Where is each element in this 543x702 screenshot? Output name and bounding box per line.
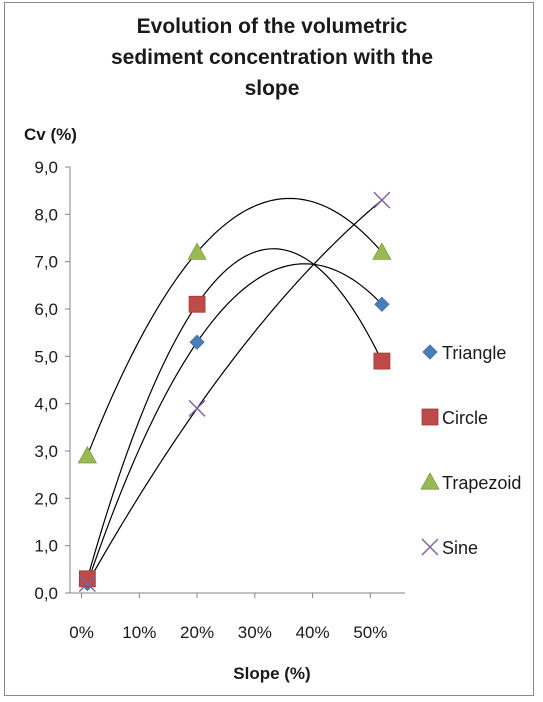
- legend-marker-trapezoid: [420, 472, 440, 490]
- chart-title-line: slope: [245, 77, 300, 100]
- chart-title-line: Evolution of the volumetric: [137, 15, 408, 38]
- trendline-triangle: [86, 263, 383, 584]
- x-tick-label: 50%: [353, 623, 387, 642]
- legend-label-circle: Circle: [442, 408, 488, 428]
- x-tick-label: 10%: [122, 623, 156, 642]
- y-axis-label: Cv (%): [24, 125, 77, 144]
- x-tick-label: 30%: [238, 623, 272, 642]
- point-trapezoid: [77, 445, 98, 464]
- y-tick-label: 8,0: [34, 205, 58, 224]
- y-tick-label: 3,0: [34, 442, 58, 461]
- y-tick-label: 9,0: [34, 158, 58, 177]
- point-triangle: [374, 296, 390, 312]
- legend-marker-sine: [421, 538, 439, 556]
- y-tick-label: 2,0: [34, 489, 58, 508]
- legend-label-trapezoid: Trapezoid: [442, 473, 521, 493]
- y-tick-label: 6,0: [34, 300, 58, 319]
- x-axis-label: Slope (%): [233, 664, 310, 683]
- point-sine-stroke: [78, 575, 96, 593]
- point-circle: [373, 352, 391, 370]
- trendline-circle: [86, 248, 383, 579]
- point-circle: [78, 570, 96, 588]
- point-sine: [78, 575, 96, 593]
- point-sine-stroke: [188, 399, 206, 417]
- point-trapezoid: [372, 242, 392, 260]
- point-sine: [373, 191, 391, 209]
- legend-label-sine: Sine: [442, 538, 478, 558]
- trendline-sine: [86, 199, 383, 584]
- x-tick-label: 0%: [69, 623, 94, 642]
- y-tick-label: 7,0: [34, 253, 58, 272]
- chart-title-line: sediment concentration with the: [111, 46, 433, 69]
- point-triangle: [189, 334, 205, 350]
- legend-marker-triangle: [422, 344, 438, 360]
- point-trapezoid: [187, 242, 207, 260]
- x-tick-label: 20%: [180, 623, 214, 642]
- y-tick-label: 5,0: [34, 347, 58, 366]
- y-tick-label: 4,0: [34, 395, 58, 414]
- point-circle: [188, 295, 206, 313]
- point-sine: [188, 399, 206, 417]
- y-tick-label: 1,0: [34, 537, 58, 556]
- y-tick-label: 0,0: [34, 584, 58, 603]
- x-tick-label: 40%: [296, 623, 330, 642]
- legend-marker-sine-stroke: [421, 538, 439, 556]
- point-sine-stroke: [373, 191, 391, 209]
- legend-marker-circle: [421, 408, 439, 426]
- trendline-trapezoid: [86, 197, 383, 456]
- legend-label-triangle: Triangle: [442, 343, 506, 363]
